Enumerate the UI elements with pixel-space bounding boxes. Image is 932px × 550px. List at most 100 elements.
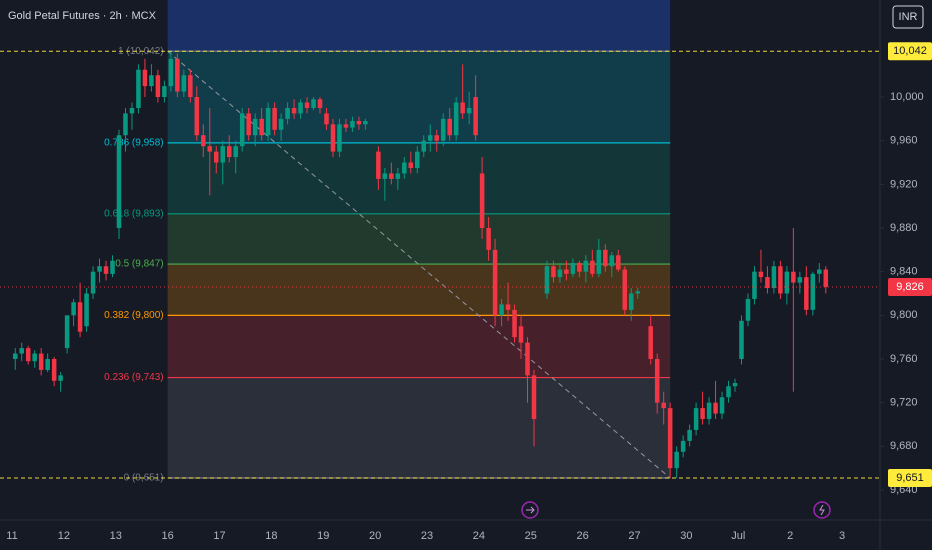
candle-body	[38, 353, 44, 370]
event-icon[interactable]	[813, 501, 831, 519]
candle-body	[616, 255, 621, 270]
candle-body	[64, 315, 70, 349]
price-tag-label: 10,042	[893, 45, 927, 57]
candle-body	[687, 429, 692, 441]
candle-body	[810, 273, 816, 310]
candle-body	[771, 266, 777, 289]
candle-body	[408, 162, 414, 168]
candle-body	[304, 102, 310, 108]
candle-body	[129, 107, 135, 114]
candle-body	[188, 75, 193, 98]
candle-body	[778, 266, 783, 294]
x-tick-label: 19	[317, 530, 329, 542]
candle-body	[706, 402, 712, 420]
price-tag	[888, 277, 932, 296]
currency-label[interactable]: INR	[899, 11, 918, 23]
candle-body	[544, 266, 550, 294]
candle-body	[492, 249, 498, 316]
candle-body	[661, 402, 666, 409]
candle-body	[272, 107, 277, 130]
x-tick-label: 2	[787, 530, 793, 542]
candle-body	[732, 383, 738, 387]
candle-body	[415, 151, 420, 168]
candle-body	[525, 342, 530, 376]
candle-body	[434, 135, 439, 141]
candle-body	[168, 58, 174, 87]
event-icon[interactable]	[521, 501, 539, 519]
candle-body	[110, 260, 115, 274]
candle-body	[745, 298, 751, 321]
x-tick-label: 23	[421, 530, 433, 542]
y-tick-label: 9,800	[890, 309, 918, 321]
x-tick-label: 24	[473, 530, 485, 542]
candle-body	[382, 173, 388, 179]
x-tick-label: 13	[110, 530, 122, 542]
candle-body	[71, 302, 76, 316]
candle-body	[667, 408, 673, 469]
candle-body	[479, 173, 485, 229]
price-tag-label: 9,651	[896, 472, 924, 484]
candle-body	[700, 408, 705, 420]
candle-body	[103, 266, 109, 274]
x-tick-label: 26	[577, 530, 589, 542]
x-tick-label: 27	[628, 530, 640, 542]
candle-body	[804, 277, 809, 310]
candle-body	[713, 402, 718, 414]
candle-body	[817, 269, 822, 274]
candle-body	[389, 173, 394, 179]
candle-body	[577, 262, 582, 272]
candle-body	[363, 121, 368, 125]
candle-body	[693, 408, 699, 430]
candle-body	[466, 107, 472, 114]
y-tick-label: 9,960	[890, 135, 918, 147]
x-tick-label: 30	[680, 530, 692, 542]
candle-body	[447, 118, 452, 136]
candle-body	[609, 255, 615, 267]
candle-body	[58, 375, 63, 381]
currency-button[interactable]	[892, 5, 924, 29]
candle-body	[317, 99, 323, 108]
candle-body	[570, 262, 576, 274]
candle-body	[311, 99, 316, 108]
candle-body	[395, 173, 401, 179]
candle-body	[324, 113, 329, 125]
price-tag	[888, 468, 932, 487]
candle-body	[590, 260, 595, 274]
candle-body	[239, 113, 245, 147]
candle-body	[356, 121, 362, 125]
candle-body	[298, 102, 303, 114]
candle-body	[149, 75, 154, 87]
candle-body	[402, 162, 407, 174]
candle-body	[551, 266, 556, 278]
candle-body	[90, 271, 96, 294]
fib-extension-zone	[167, 0, 671, 52]
y-tick-label: 10,000	[890, 91, 924, 103]
candle-body	[265, 107, 271, 136]
candle-body	[51, 359, 57, 381]
x-tick-label: 11	[6, 530, 17, 542]
candle-body	[226, 146, 232, 158]
fib-zone	[167, 51, 671, 143]
candle-body	[512, 309, 517, 338]
x-tick-label: 3	[839, 530, 845, 542]
fib-label: 0.5 (9,847)	[115, 259, 163, 270]
candle-body	[499, 304, 504, 316]
candle-body	[19, 348, 24, 354]
x-tick-label: 16	[162, 530, 174, 542]
fib-zone	[167, 264, 671, 316]
candle-body	[291, 107, 297, 114]
fib-zone	[167, 213, 671, 265]
candle-body	[12, 353, 18, 360]
price-tag-label: 9,826	[896, 281, 924, 293]
x-tick-label: 20	[369, 530, 381, 542]
candle-body	[285, 107, 290, 119]
candle-body	[784, 271, 790, 294]
candle-body	[427, 135, 433, 141]
candle-body	[440, 118, 446, 141]
candle-body	[531, 375, 537, 420]
price-tag	[888, 42, 932, 61]
x-tick-label: 17	[213, 530, 225, 542]
fib-label: 0.236 (9,743)	[104, 372, 164, 383]
candle-body	[155, 75, 161, 98]
